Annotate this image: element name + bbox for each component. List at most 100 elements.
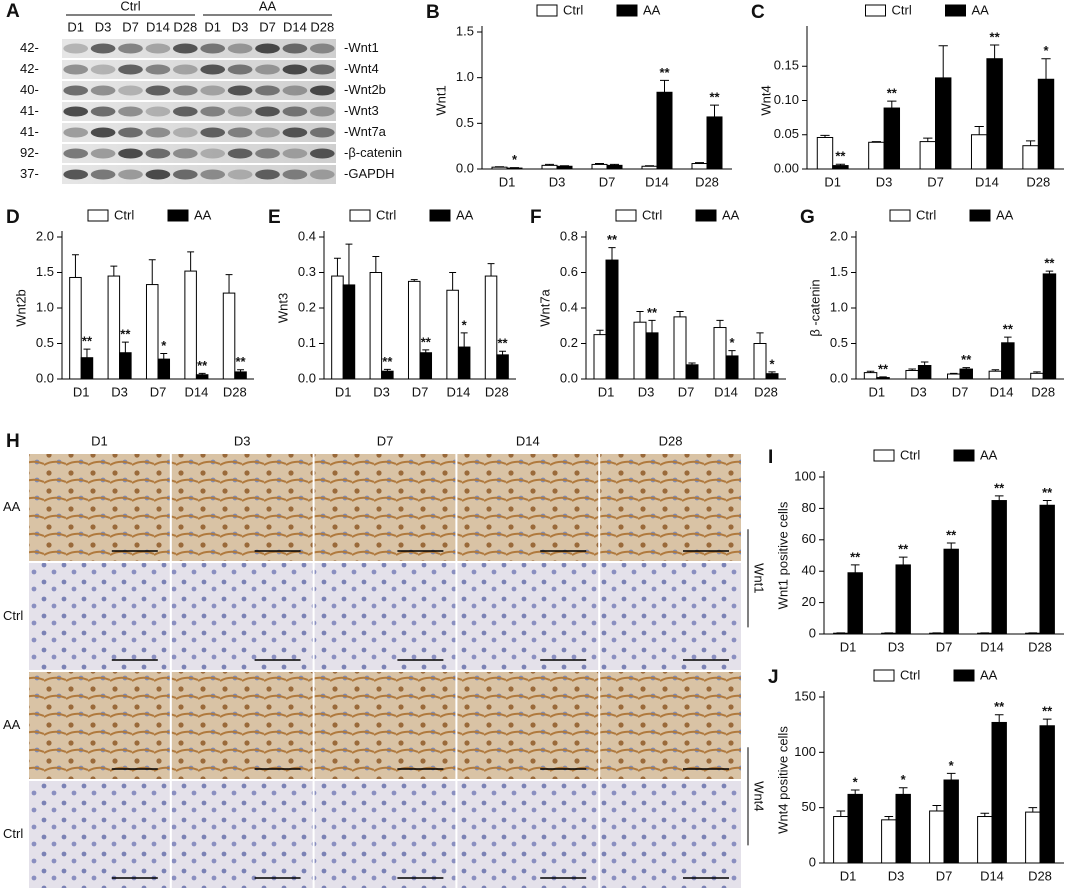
- error-bar: [836, 810, 846, 817]
- y-tick-label: 100: [794, 744, 816, 759]
- bar: [673, 316, 687, 380]
- y-tick-label: 0.2: [560, 335, 578, 350]
- legend-label: AA: [722, 207, 740, 222]
- y-tick-label: 100: [794, 468, 816, 483]
- y-axis-label: Wnt7a: [537, 288, 552, 326]
- blot-band: [145, 148, 171, 159]
- legend-swatch: [865, 4, 886, 17]
- y-tick-label: 0.15: [774, 58, 799, 73]
- band-label: -GAPDH: [344, 166, 395, 181]
- significance: **: [887, 86, 898, 101]
- error-bar: [962, 367, 970, 370]
- band-label: -Wnt7a: [344, 124, 387, 139]
- blot-band: [309, 106, 335, 117]
- mw-label: 41-: [20, 124, 39, 139]
- legend-swatch: [615, 209, 637, 222]
- legend-swatch: [167, 209, 189, 222]
- error-bar: [460, 332, 468, 348]
- micrograph: [171, 454, 313, 561]
- blot-band: [227, 169, 253, 180]
- x-tick-label: D14: [184, 384, 208, 399]
- x-tick-label: D3: [888, 868, 905, 883]
- y-axis-label: Wnt1 positive cells: [775, 501, 790, 609]
- y-tick-label: 2.0: [36, 228, 54, 243]
- blot-band: [172, 85, 198, 96]
- panel-letter: D: [6, 207, 20, 228]
- significance: **: [647, 305, 658, 320]
- y-tick-label: 1.0: [456, 69, 474, 84]
- y-tick-label: 0.5: [36, 335, 54, 350]
- panel-letter: I: [768, 447, 773, 468]
- significance: *: [161, 338, 167, 353]
- significance: *: [729, 335, 735, 350]
- error-bar: [198, 372, 206, 375]
- bar: [753, 343, 767, 380]
- legend-label: AA: [972, 2, 990, 17]
- significance: **: [990, 29, 1001, 44]
- band-label: -Wnt4: [344, 61, 379, 76]
- bar: [935, 77, 952, 170]
- bar: [591, 163, 608, 170]
- error-bar: [835, 163, 846, 166]
- blot-band: [200, 106, 226, 117]
- y-tick-label: 80: [802, 500, 816, 515]
- bar: [943, 548, 959, 635]
- bar: [917, 365, 932, 380]
- bar: [991, 500, 1007, 635]
- bar: [496, 354, 509, 380]
- y-tick-label: 0: [809, 854, 816, 869]
- y-axis-label: Wnt2b: [13, 289, 28, 327]
- legend-swatch: [536, 4, 558, 17]
- y-tick-label: 0.00: [774, 160, 799, 175]
- significance: **: [497, 336, 508, 351]
- mw-label: 92-: [20, 145, 39, 160]
- bar: [606, 164, 623, 170]
- blot-band: [282, 148, 308, 159]
- micrograph: [314, 672, 456, 779]
- y-tick-label: 150: [794, 688, 816, 703]
- bar: [863, 372, 878, 380]
- error-bar: [121, 341, 129, 353]
- legend-swatch: [945, 4, 966, 17]
- legend-label: Ctrl: [900, 667, 920, 682]
- y-tick-label: 0.1: [298, 335, 316, 350]
- error-bar: [410, 279, 418, 282]
- column-label: D3: [234, 433, 251, 448]
- significance: **: [946, 527, 957, 542]
- x-tick-label: D14: [714, 384, 738, 399]
- error-bar: [225, 274, 233, 294]
- significance: **: [850, 549, 861, 564]
- error-bar: [850, 564, 860, 573]
- error-bar: [989, 44, 1000, 59]
- blot-band: [200, 169, 226, 180]
- bar: [883, 107, 901, 170]
- bar: [765, 373, 779, 380]
- blot-band: [172, 148, 198, 159]
- legend-swatch: [969, 209, 991, 222]
- bar: [645, 332, 659, 380]
- y-tick-label: 0.5: [456, 115, 474, 130]
- bar: [157, 358, 171, 380]
- blot-band: [255, 148, 280, 159]
- y-tick-label: 1.5: [456, 23, 474, 38]
- error-bar: [898, 556, 908, 565]
- x-tick-label: D28: [1028, 639, 1052, 654]
- blot-band: [200, 85, 226, 96]
- significance: **: [1042, 704, 1053, 719]
- bar: [943, 779, 959, 864]
- y-tick-label: 0.0: [298, 370, 316, 385]
- x-tick-label: D28: [1028, 868, 1052, 883]
- significance: **: [1044, 256, 1055, 271]
- y-axis-label: Wnt4 positive cells: [775, 726, 790, 834]
- row-label: AA: [3, 717, 21, 732]
- column-label: D28: [659, 433, 683, 448]
- blot-band: [118, 106, 143, 117]
- error-bar: [449, 272, 457, 291]
- x-tick-label: D3: [549, 174, 566, 189]
- error-bar: [991, 369, 1000, 372]
- bar: [195, 374, 209, 380]
- blot-band: [309, 127, 335, 138]
- bar: [491, 166, 508, 170]
- micrograph: [29, 454, 170, 561]
- y-tick-label: 0: [809, 625, 816, 640]
